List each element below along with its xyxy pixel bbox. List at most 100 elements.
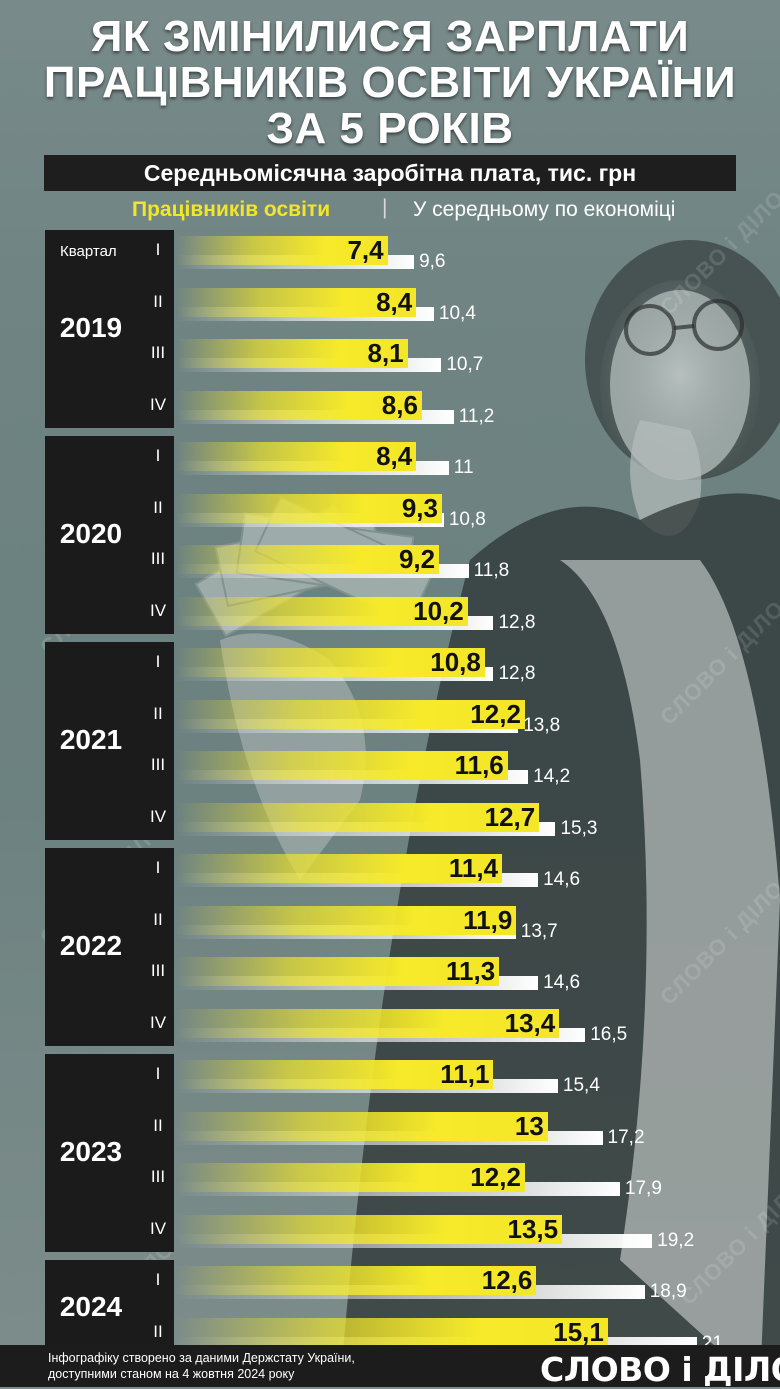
year-panel <box>45 1054 174 1252</box>
economy-value-label: 13,7 <box>520 920 558 942</box>
education-value-label: 13,5 <box>507 1213 559 1244</box>
legend-separator: | <box>382 196 388 219</box>
economy-value-label: 14,2 <box>533 766 571 787</box>
economy-value-label: 17,2 <box>607 1126 645 1148</box>
year-panel <box>45 436 174 634</box>
education-bar <box>176 390 422 420</box>
quarter-label: II <box>153 909 163 929</box>
year-panel <box>45 848 174 1046</box>
year-label: 2021 <box>59 724 123 755</box>
education-bar <box>176 802 540 832</box>
education-value-label: 11,1 <box>440 1059 490 1089</box>
economy-value-label: 14,6 <box>543 972 581 993</box>
quarter-header: Квартал <box>60 243 117 260</box>
education-value-label: 10,8 <box>430 647 481 677</box>
quarter-label: II <box>153 703 163 723</box>
quarter-label: I <box>155 652 161 671</box>
education-value-label: 11,4 <box>448 853 499 883</box>
education-bar <box>176 596 468 626</box>
education-bar <box>176 957 500 986</box>
economy-value-label: 11,8 <box>473 560 510 581</box>
economy-value-label: 12,8 <box>498 663 536 684</box>
education-value-label: 8,6 <box>381 389 418 420</box>
education-bar <box>176 699 525 729</box>
economy-value-label: 11,2 <box>458 405 495 427</box>
legend-education: Працівників освіти <box>132 198 331 221</box>
brand-logo: СЛОВО і ДІЛО <box>540 1350 780 1389</box>
title-line: ПРАЦІВНИКІВ ОСВІТИ УКРАЇНИ <box>43 58 737 107</box>
education-bar <box>176 751 508 780</box>
education-value-label: 9,2 <box>398 544 436 574</box>
quarter-label: III <box>150 755 166 774</box>
education-value-label: 8,4 <box>376 441 413 471</box>
education-bar <box>176 442 417 471</box>
economy-value-label: 10,8 <box>448 508 486 530</box>
education-bar <box>176 1060 494 1089</box>
education-bar <box>176 905 517 935</box>
economy-value-label: 18,9 <box>649 1281 687 1302</box>
economy-value-label: 15,3 <box>560 817 598 839</box>
economy-value-label: 11 <box>453 457 474 478</box>
economy-value-label: 10,7 <box>446 354 484 375</box>
quarter-label: III <box>150 1167 166 1186</box>
quarter-label: I <box>155 858 161 877</box>
footer-bar <box>0 1345 780 1387</box>
education-bar <box>176 287 417 317</box>
education-value-label: 9,3 <box>401 492 438 523</box>
education-value-label: 12,2 <box>470 1162 521 1192</box>
year-label: 2020 <box>59 518 123 549</box>
subtitle-text: Середньомісячна заробітна плата, тис. гр… <box>143 159 637 186</box>
education-bar <box>176 1008 560 1038</box>
quarter-label: IV <box>149 394 167 414</box>
quarter-label: III <box>150 343 166 362</box>
footnote-line: Інфографіку створено за даними Держстату… <box>48 1351 355 1365</box>
economy-value-label: 19,2 <box>657 1229 695 1251</box>
education-value-label: 11,3 <box>446 956 496 986</box>
quarter-label: II <box>153 291 163 311</box>
economy-value-label: 17,9 <box>624 1178 662 1199</box>
education-bar <box>176 339 408 368</box>
education-bar <box>176 1214 563 1244</box>
quarter-label: IV <box>149 600 167 620</box>
economy-value-label: 16,5 <box>590 1023 628 1045</box>
economy-value-label: 14,6 <box>543 869 581 890</box>
education-bar <box>176 1266 537 1295</box>
economy-value-label: 9,6 <box>419 251 446 272</box>
economy-value-label: 15,4 <box>562 1075 600 1096</box>
economy-value-label: 13,8 <box>523 714 561 736</box>
legend-economy: У середньому по економіці <box>413 198 676 221</box>
year-panel <box>45 230 174 428</box>
education-bar <box>176 545 440 574</box>
education-value-label: 10,2 <box>413 595 464 626</box>
title-line: ЗА 5 РОКІВ <box>266 104 514 153</box>
quarter-label: III <box>150 549 166 568</box>
education-value-label: 12,7 <box>484 801 536 832</box>
quarter-label: I <box>155 1270 161 1289</box>
quarter-label: III <box>150 961 166 980</box>
page-title: ЯК ЗМІНИЛИСЯ ЗАРПЛАТИ ПРАЦІВНИКІВ ОСВІТИ… <box>0 14 780 152</box>
education-value-label: 15,1 <box>553 1316 604 1347</box>
quarter-label: II <box>153 1115 163 1135</box>
education-bar <box>176 236 388 265</box>
footnote-line: доступними станом на 4 жовтня 2024 року <box>48 1367 295 1381</box>
education-value-label: 8,1 <box>367 338 404 368</box>
quarter-label: II <box>153 1321 163 1341</box>
education-value-label: 13 <box>514 1110 544 1141</box>
education-bar <box>176 854 503 883</box>
education-value-label: 12,6 <box>481 1265 533 1295</box>
year-label: 2024 <box>59 1290 123 1322</box>
chart-subtitle: Середньомісячна заробітна плата, тис. гр… <box>44 155 736 191</box>
year-label: 2019 <box>59 312 123 343</box>
education-bar <box>176 1163 525 1192</box>
quarter-label: I <box>155 446 161 465</box>
year-label: 2023 <box>59 1136 123 1167</box>
education-value-label: 8,4 <box>376 286 413 317</box>
quarter-label: I <box>155 1064 161 1083</box>
year-panel <box>45 1260 174 1355</box>
quarter-label: IV <box>149 1218 167 1238</box>
education-bar <box>176 1111 548 1141</box>
education-value-label: 11,9 <box>463 904 513 935</box>
education-value-label: 13,4 <box>504 1007 556 1038</box>
year-panel <box>45 642 174 840</box>
year-label: 2022 <box>59 930 123 961</box>
